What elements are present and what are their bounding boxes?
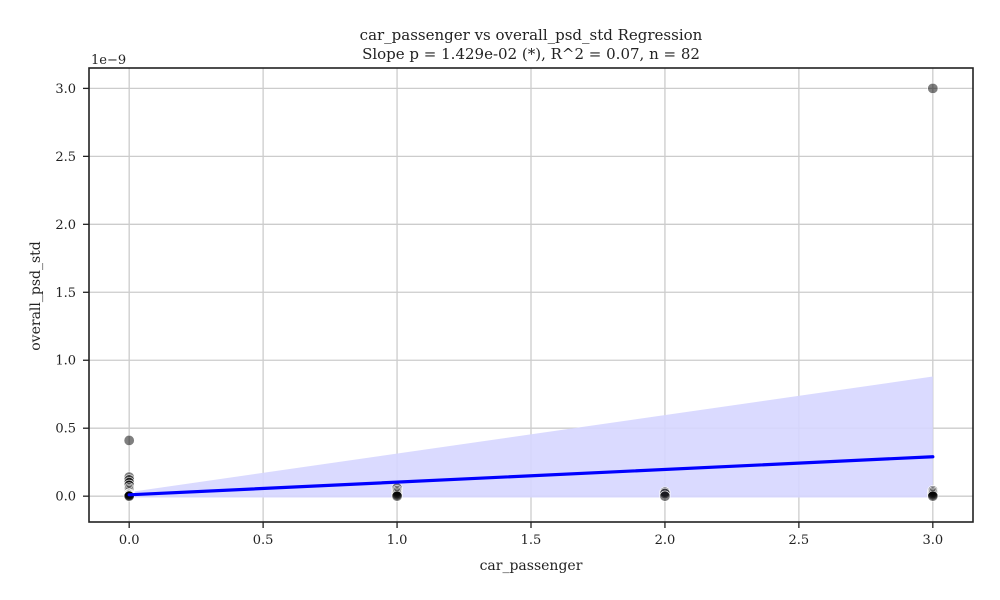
data-point: [927, 490, 939, 502]
y-tick-label: 3.0: [55, 82, 76, 97]
y-tick-label: 2.0: [55, 218, 76, 233]
axes: 0.0 0.5 1.0 1.5 2.0 2.5 3.0 0.0 0.5 1.0 1.5 2.0 2.5 3…: [55, 67, 974, 548]
x-tick-label: 1.0: [387, 533, 408, 548]
chart-subtitle: Slope p = 1.429e-02 (*), R^2 = 0.07, n =…: [362, 45, 700, 63]
regression-line-layer: [127, 455, 935, 497]
x-axis-label: car_passenger: [480, 558, 583, 574]
x-tick-label: 0.5: [253, 533, 274, 548]
y-tick-label: 1.0: [55, 354, 76, 369]
grid: [89, 68, 973, 522]
x-tick-label: 3.0: [922, 533, 943, 548]
y-offset-label: 1e−9: [91, 53, 126, 68]
data-point: [927, 82, 939, 94]
data-point: [391, 490, 403, 502]
data-point: [123, 434, 135, 446]
data-point: [659, 490, 671, 502]
y-axis-label: overall_psd_std: [28, 241, 44, 351]
x-tick-label: 1.5: [521, 533, 542, 548]
chart-title: car_passenger vs overall_psd_std Regress…: [360, 26, 703, 44]
y-tick-label: 0.5: [55, 422, 76, 437]
y-tick-label: 2.5: [55, 150, 76, 165]
y-tick-label: 1.5: [55, 286, 76, 301]
x-tick-label: 0.0: [119, 533, 140, 548]
x-tick-label: 2.0: [655, 533, 676, 548]
x-tick-label: 2.5: [789, 533, 810, 548]
regression-line: [127, 455, 935, 497]
y-tick-label: 0.0: [55, 490, 76, 505]
